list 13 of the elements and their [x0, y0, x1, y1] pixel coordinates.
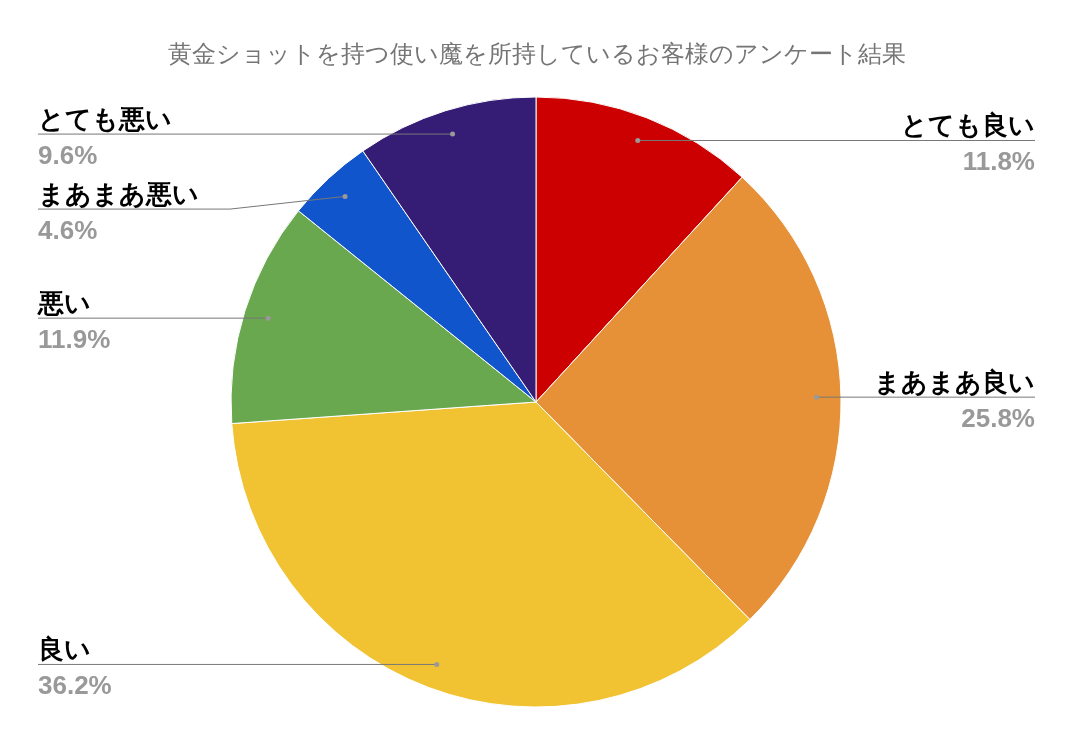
slice-label: まあまあ悪い — [38, 179, 199, 210]
data-label: 9.6% — [38, 140, 98, 171]
chart-title: 黄金ショットを持つ使い魔を所持しているお客様のアンケート結果 — [167, 40, 906, 67]
slice-label: 良い — [38, 634, 91, 665]
data-label: 36.2% — [38, 670, 112, 701]
data-label: 11.8% — [962, 146, 1035, 177]
data-label: 4.6% — [38, 215, 98, 246]
slice-label: 悪い — [37, 288, 91, 319]
data-label: 25.8% — [961, 403, 1035, 434]
slice-label: とても良い — [901, 110, 1035, 141]
data-label: 11.9% — [38, 324, 111, 355]
slice-label: まあまあ良い — [874, 367, 1035, 398]
slice-label: とても悪い — [38, 104, 172, 135]
